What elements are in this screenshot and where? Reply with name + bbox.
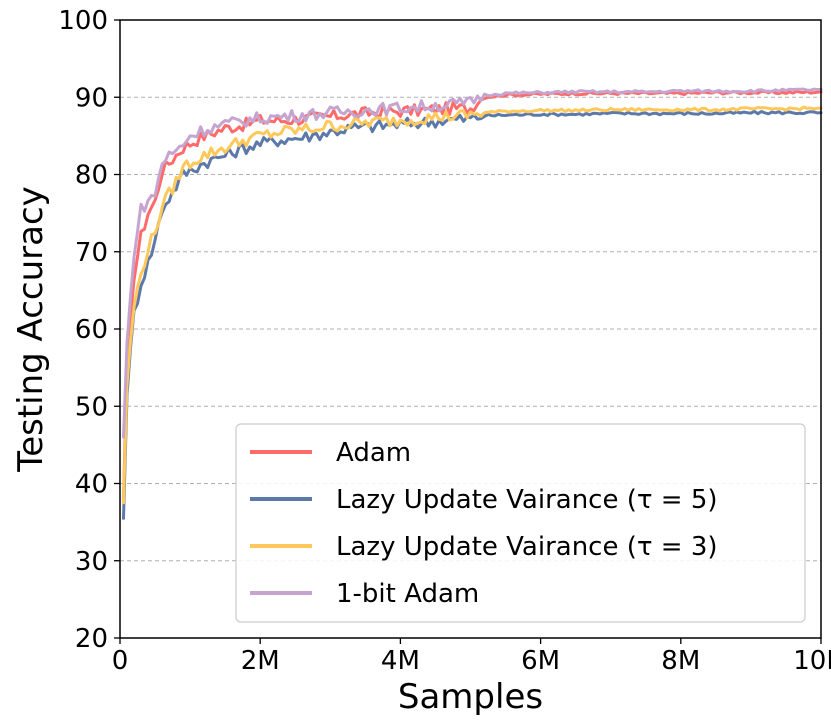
- legend-label: 1-bit Adam: [336, 579, 479, 609]
- y-tick-label: 30: [75, 547, 108, 577]
- x-axis-title: Samples: [398, 677, 543, 717]
- plot-series: [122, 87, 823, 520]
- y-tick-label: 90: [75, 83, 108, 113]
- x-tick-label: 2M: [241, 646, 280, 676]
- series-line: [122, 87, 823, 439]
- axis-ticks: 20 30 40 50 60 70 80 90 100 0 2M 4M 6M 8M 10M: [58, 6, 831, 676]
- x-tick-label: 6M: [521, 646, 560, 676]
- y-axis-title: Testing Accuracy: [11, 186, 51, 473]
- legend-box: [235, 423, 806, 623]
- y-tick-label: 20: [75, 624, 108, 654]
- x-tick-label: 0: [112, 646, 129, 676]
- y-tick-label: 50: [75, 392, 108, 422]
- series-line: [122, 105, 823, 505]
- y-tick-label: 70: [75, 238, 108, 268]
- legend-label: Lazy Update Vairance (τ = 3): [336, 532, 718, 562]
- y-tick-label: 80: [75, 161, 108, 191]
- x-tick-label: 4M: [381, 646, 420, 676]
- y-tick-label: 40: [75, 470, 108, 500]
- legend-label: Lazy Update Vairance (τ = 5): [336, 485, 718, 515]
- y-tick-label: 60: [75, 315, 108, 345]
- x-tick-label: 10M: [793, 646, 831, 676]
- legend: Adam Lazy Update Vairance (τ = 5) Lazy Upd…: [235, 423, 806, 623]
- y-tick-label: 100: [58, 6, 108, 36]
- legend-label: Adam: [336, 438, 411, 468]
- x-tick-label: 8M: [661, 646, 700, 676]
